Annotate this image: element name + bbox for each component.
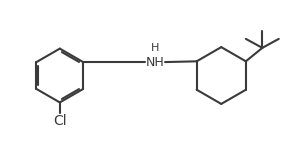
- Text: Cl: Cl: [53, 114, 67, 128]
- Text: H: H: [151, 43, 160, 53]
- Text: NH: NH: [146, 56, 165, 69]
